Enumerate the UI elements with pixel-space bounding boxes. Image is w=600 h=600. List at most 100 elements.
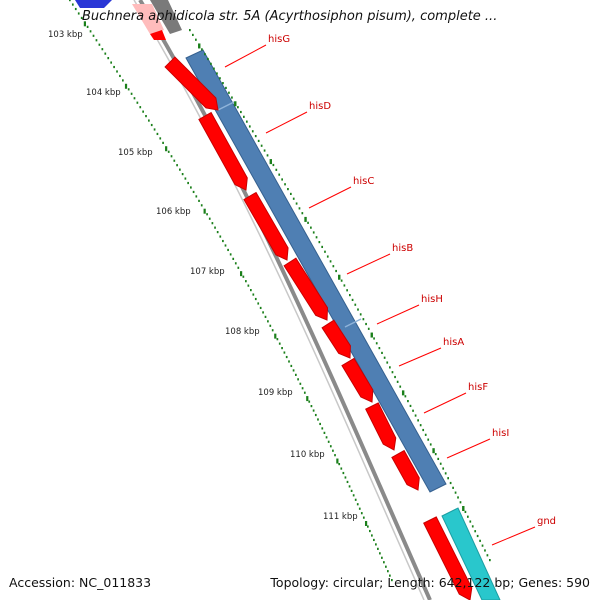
- outer-minor-tick: [437, 457, 440, 461]
- ruler-minor-tick: [360, 512, 363, 515]
- ruler-minor-tick: [283, 351, 286, 354]
- gene-arrow-hisF[interactable]: [365, 402, 397, 451]
- gene-arrow-hisD[interactable]: [198, 111, 248, 191]
- outer-minor-tick: [332, 265, 335, 268]
- ruler-minor-tick: [385, 565, 387, 568]
- gene-label-hisD[interactable]: hisD: [309, 101, 331, 112]
- outer-minor-tick: [248, 125, 251, 128]
- top-blue-feature: [75, 0, 112, 8]
- outer-minor-tick: [476, 534, 479, 538]
- ruler-minor-tick: [216, 231, 219, 234]
- ruler-minor-tick: [234, 262, 237, 265]
- ruler-minor-tick: [314, 413, 317, 417]
- ruler-minor-tick: [245, 280, 247, 283]
- outer-major-tick: [338, 274, 341, 280]
- outer-major-tick: [198, 43, 201, 49]
- gene-arrow-hisC[interactable]: [243, 191, 289, 261]
- ruler-major-tick: [306, 396, 309, 402]
- outer-minor-tick: [378, 347, 381, 350]
- outer-minor-tick: [464, 510, 467, 514]
- gene-arrow-hisG[interactable]: [164, 56, 219, 111]
- tick-label: 103 kbp: [48, 30, 83, 40]
- outer-minor-tick: [444, 472, 447, 475]
- ruler-minor-tick: [334, 454, 336, 457]
- ruler-minor-tick: [104, 52, 107, 55]
- ruler-minor-tick: [92, 34, 95, 37]
- gene-label-hisF[interactable]: hisF: [468, 382, 488, 393]
- ruler-minor-tick: [366, 525, 369, 528]
- ruler-minor-tick: [119, 74, 121, 78]
- ruler-minor-tick: [381, 556, 383, 559]
- ruler-minor-tick: [176, 164, 178, 167]
- ruler-minor-tick: [153, 128, 156, 131]
- ruler-minor-tick: [321, 427, 324, 430]
- gene-arrow-hisB[interactable]: [283, 257, 329, 321]
- outer-minor-tick: [359, 313, 362, 316]
- outer-major-tick: [401, 390, 405, 396]
- operon-divider: [344, 318, 362, 328]
- ruler-minor-tick: [167, 150, 170, 153]
- outer-minor-tick: [219, 77, 221, 80]
- outer-minor-tick: [365, 322, 367, 326]
- ruler-minor-tick: [327, 440, 330, 443]
- length-value: 642,122 bp: [438, 575, 511, 590]
- ruler-minor-tick: [136, 101, 139, 104]
- ruler-minor-tick: [232, 257, 235, 260]
- ruler-minor-tick: [383, 561, 385, 564]
- genes-label: Genes:: [518, 575, 563, 590]
- outer-minor-tick: [321, 245, 324, 249]
- gene-label-hisB[interactable]: hisB: [392, 243, 413, 254]
- tick-label: 110 kbp: [290, 450, 325, 460]
- ruler-minor-tick: [150, 123, 153, 127]
- outer-minor-tick: [329, 260, 332, 263]
- gene-arrow-hisI[interactable]: [391, 449, 420, 491]
- outer-minor-tick: [231, 96, 233, 99]
- outer-minor-tick: [210, 62, 212, 65]
- gene-label-hisC[interactable]: hisC: [353, 176, 374, 187]
- outer-major-tick: [234, 101, 237, 107]
- gene-label-hisH[interactable]: hisH: [421, 294, 443, 305]
- outer-major-tick: [269, 159, 273, 165]
- topology-value: circular: [332, 575, 380, 590]
- ruler-minor-tick: [299, 382, 302, 385]
- outer-minor-tick: [295, 202, 298, 205]
- ruler-minor-tick: [156, 132, 159, 136]
- ruler-minor-tick: [348, 485, 351, 488]
- outer-minor-tick: [447, 477, 450, 480]
- outer-minor-tick: [479, 539, 481, 542]
- ruler-minor-tick: [276, 338, 279, 341]
- ruler-minor-tick: [181, 173, 184, 176]
- gene-arrow-gnd[interactable]: [423, 516, 473, 600]
- ruler-minor-tick: [288, 360, 290, 363]
- outer-minor-tick: [373, 337, 375, 340]
- outer-minor-tick: [351, 298, 354, 302]
- ruler-minor-tick: [310, 405, 313, 408]
- ruler-minor-tick: [278, 342, 281, 345]
- ruler-minor-tick: [377, 547, 379, 550]
- outer-minor-tick: [367, 327, 370, 330]
- ruler-minor-tick: [133, 97, 136, 100]
- ruler-minor-tick: [173, 159, 176, 162]
- ruler-minor-tick: [285, 355, 288, 359]
- outer-minor-tick: [381, 351, 383, 355]
- ruler-minor-tick: [107, 57, 110, 60]
- gene-arrow-hisA[interactable]: [341, 357, 374, 403]
- ruler-minor-tick: [206, 213, 208, 216]
- ruler-minor-tick: [303, 391, 306, 394]
- gene-arrow-hisH[interactable]: [321, 319, 351, 359]
- outer-minor-tick: [251, 130, 254, 133]
- ruler-minor-tick: [77, 12, 80, 15]
- outer-minor-tick: [484, 549, 486, 552]
- gene-label-gnd[interactable]: gnd: [537, 516, 556, 527]
- ruler-minor-tick: [69, 0, 71, 2]
- ruler-minor-tick: [179, 168, 181, 171]
- outer-minor-tick: [298, 207, 301, 210]
- gene-label-hisA[interactable]: hisA: [443, 337, 464, 348]
- ruler-minor-tick: [247, 284, 250, 287]
- gene-label-hisI[interactable]: hisI: [492, 428, 509, 439]
- gene-label-hisG[interactable]: hisG: [268, 34, 290, 45]
- outer-minor-tick: [281, 178, 283, 181]
- tick-label: 111 kbp: [323, 512, 358, 522]
- ruler-major-tick: [165, 146, 168, 152]
- ruler-minor-tick: [127, 88, 130, 91]
